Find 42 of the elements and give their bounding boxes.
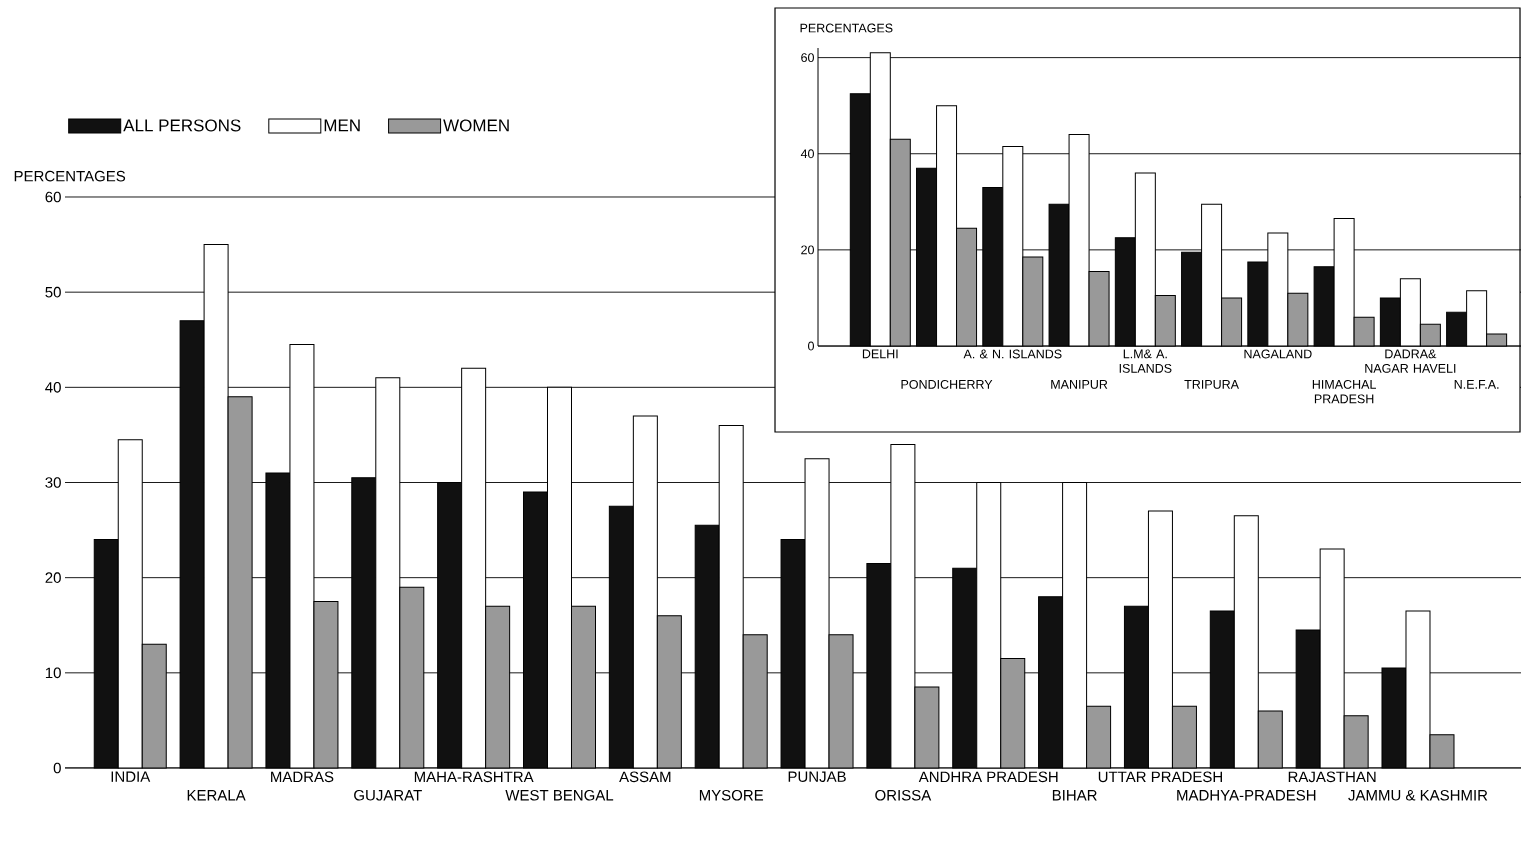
y-tick-label: 10 xyxy=(45,667,61,679)
y-tick-label: 0 xyxy=(808,341,814,351)
x-tick-label: RAJASTHAN xyxy=(1288,771,1376,783)
x-tick-label: PUNJAB xyxy=(788,771,846,782)
x-tick-label: NAGALAND xyxy=(1244,349,1312,359)
y-axis-title: PERCENTAGES xyxy=(800,23,893,33)
x-tick-label: N.E.F.A. xyxy=(1454,380,1499,389)
x-tick-label: PONDICHERRY xyxy=(901,379,993,389)
x-tick-label: TRIPURA xyxy=(1184,380,1239,389)
x-tick-label: ANDHRA PRADESH xyxy=(918,771,1058,783)
x-tick-label: A. & N. ISLANDS xyxy=(963,349,1062,359)
y-tick-label: 30 xyxy=(45,477,61,488)
y-tick-label: 20 xyxy=(45,572,61,583)
x-tick-label: KERALA xyxy=(187,790,246,801)
legend-label: WOMEN xyxy=(443,119,509,132)
x-tick-label: MADRAS xyxy=(271,771,334,783)
x-tick-label: MANIPUR xyxy=(1051,380,1108,389)
x-tick-label: INDIA xyxy=(111,771,151,782)
x-tick-label: GUJARAT xyxy=(354,789,422,801)
x-tick-label: WEST BENGAL xyxy=(505,789,614,801)
x-tick-label: MADHYA-PRADESH xyxy=(1177,789,1316,801)
x-tick-label: MYSORE xyxy=(699,789,764,801)
x-tick-label: ASSAM xyxy=(619,771,671,783)
y-tick-label: 50 xyxy=(45,286,61,298)
x-tick-label: MAHA-RASHTRA xyxy=(414,771,534,783)
x-tick-label: UTTAR PRADESH xyxy=(1098,771,1222,783)
x-tick-label: ORISSA xyxy=(875,789,932,801)
legend-label: ALL PERSONS xyxy=(123,119,241,132)
legend-label: MEN xyxy=(324,119,360,132)
y-tick-label: 0 xyxy=(53,762,61,774)
x-tick-label: BIHAR xyxy=(1052,790,1097,801)
x-tick-label: HIMACHAL PRADESH xyxy=(1312,379,1376,404)
x-tick-label: JAMMU & KASHMIR xyxy=(1348,789,1488,801)
y-tick-label: 40 xyxy=(800,149,814,159)
x-tick-label: L.M& A. ISLANDS xyxy=(1119,349,1172,373)
x-tick-label: DADRA& NAGAR HAVELI xyxy=(1365,349,1456,373)
y-axis-title: PERCENTAGES xyxy=(14,170,126,182)
y-tick-label: 60 xyxy=(801,53,814,63)
y-tick-label: 20 xyxy=(801,245,814,255)
x-tick-label: DELHI xyxy=(862,349,898,359)
y-tick-label: 40 xyxy=(45,382,61,393)
y-tick-label: 60 xyxy=(45,191,61,203)
